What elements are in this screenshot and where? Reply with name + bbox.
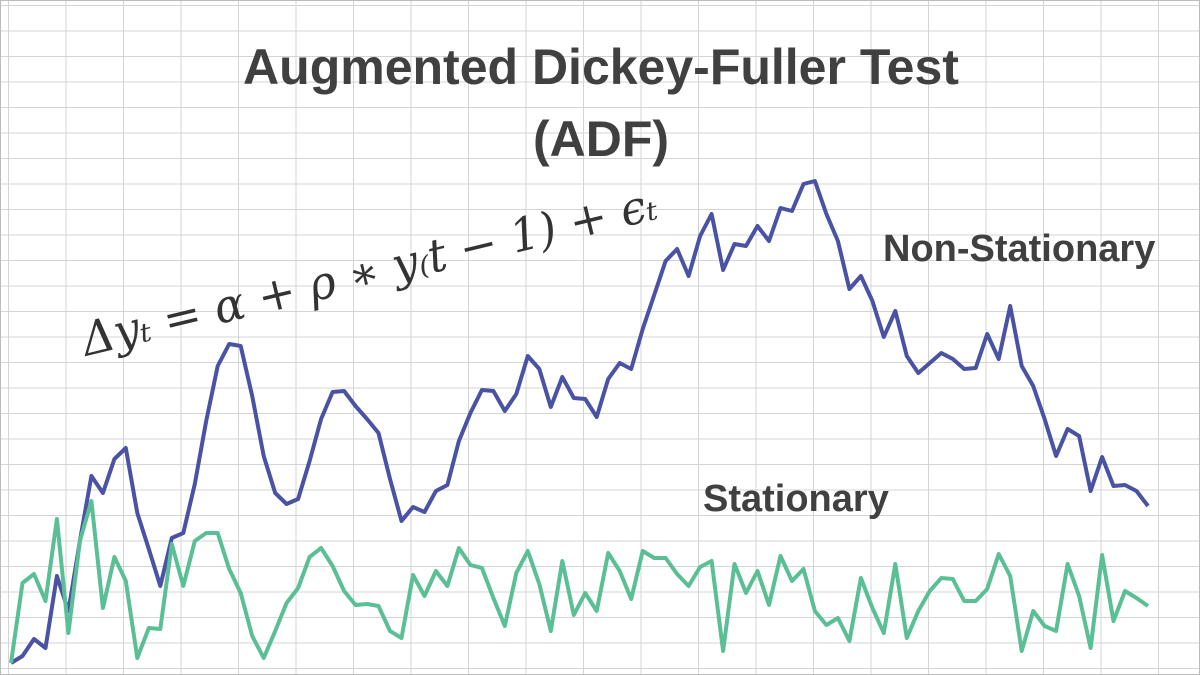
series-label: Stationary [703, 478, 889, 520]
series-line [9, 499, 1150, 664]
formula: Δyₜ = α + ρ ∗ y₍t − 1) + ϵₜ [74, 176, 662, 367]
series-label: Non-Stationary [883, 228, 1155, 270]
series-line [9, 179, 1150, 665]
chart-title: Augmented Dickey-Fuller Test (ADF) [243, 39, 959, 167]
